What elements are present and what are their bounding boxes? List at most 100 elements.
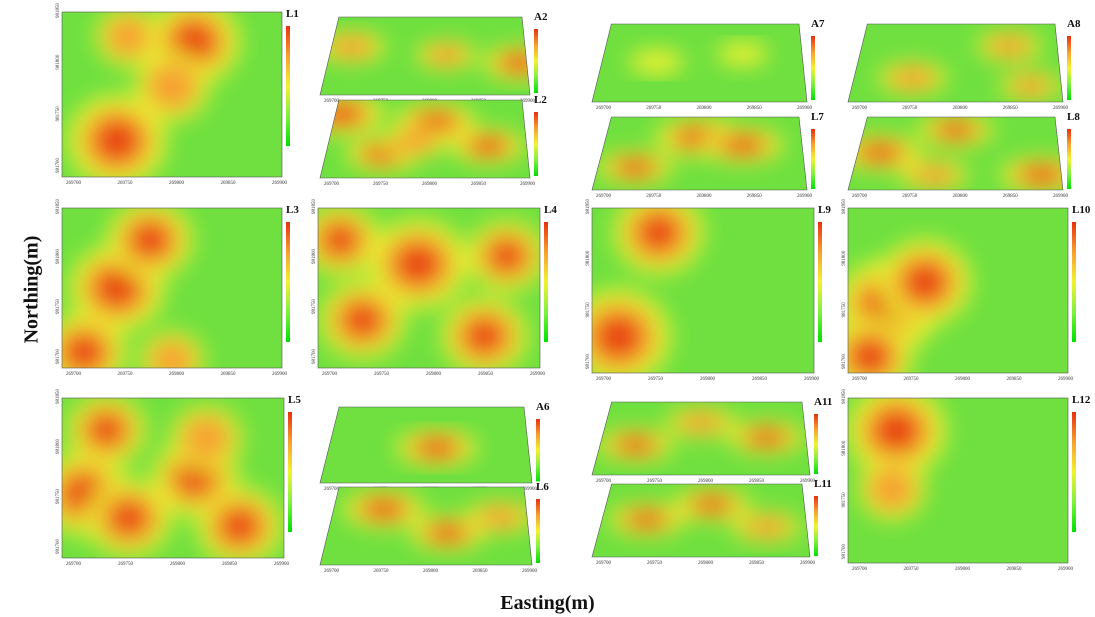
hotspot-l5-3 — [220, 508, 259, 544]
x-tick-label: 269750 — [373, 182, 389, 187]
x-tick-label: 269800 — [169, 372, 185, 377]
heatmap-panel-l8: 269700 269750 269800 269850 269900 L8 — [847, 111, 1091, 204]
x-tick-label: 269900 — [530, 372, 546, 377]
x-tick-label: 269700 — [596, 194, 612, 199]
hotspot-l8-3 — [909, 164, 959, 186]
x-tick-label: 269700 — [852, 194, 868, 199]
hotspot-l7-2 — [723, 136, 762, 154]
hotspot-l9-0 — [595, 315, 642, 359]
x-tick-label: 269700 — [322, 372, 338, 377]
x-tick-label: 269750 — [904, 567, 920, 572]
y-tick-label: 981850 — [586, 199, 591, 215]
hotspot-a8-0 — [888, 66, 937, 90]
panel-label: L9 — [818, 204, 831, 216]
x-tick-label: 269750 — [648, 377, 664, 382]
colorbar — [818, 222, 822, 342]
heatmap-panel-l7: 269700 269750 269800 269850 269900 L7 — [591, 111, 835, 204]
x-tick-label: 269900 — [520, 99, 536, 104]
x-tick-label: 269750 — [118, 372, 134, 377]
heatmap-panel-l12: 269700 269750 269800 269850 269900 981700 9817… — [842, 389, 1095, 577]
colorbar — [811, 36, 815, 100]
y-tick-label: 981700 — [842, 544, 847, 560]
heatmap-panel-a11: 269700 269750 269800 269850 269900 A11 — [591, 396, 838, 489]
heatmap-panel-l4: 269700 269750 269800 269850 269900 981700 9817… — [312, 199, 568, 382]
panel-label: L11 — [814, 478, 832, 490]
x-tick-label: 269900 — [797, 106, 813, 111]
x-tick-label: 269850 — [1003, 106, 1019, 111]
x-tick-label: 269700 — [852, 377, 868, 382]
x-tick-label: 269850 — [749, 479, 765, 484]
x-tick-label: 269750 — [118, 562, 134, 567]
hotspot-l5-4 — [88, 414, 124, 446]
y-tick-label: 981850 — [56, 389, 61, 405]
hotspot-a2-2 — [502, 55, 530, 71]
x-tick-label: 269800 — [423, 569, 439, 574]
x-tick-label: 269700 — [852, 567, 868, 572]
colorbar — [1067, 36, 1071, 100]
x-tick-label: 269900 — [800, 479, 816, 484]
panel-label: L2 — [534, 94, 547, 106]
hotspot-a11-0 — [618, 437, 653, 453]
panel-label: L3 — [286, 204, 299, 216]
heatmap-panel-l11: 269700 269750 269800 269850 269900 L11 — [591, 478, 838, 571]
hotspot-a2-0 — [327, 35, 376, 59]
hotspot-a7-1 — [716, 42, 769, 66]
panel-label: L4 — [544, 204, 557, 216]
hotspot-a6-0 — [418, 439, 455, 457]
heatmap-panel-a8: 269700 269750 269800 269850 269900 A8 — [847, 18, 1091, 116]
heatmap-panel-l6: 269700 269750 269800 269850 269900 L6 — [319, 481, 560, 579]
heatmap-l12: 269700 269750 269800 269850 269900 981700 9817… — [842, 389, 1076, 572]
y-tick-label: 981800 — [586, 250, 591, 265]
x-tick-label: 269850 — [1003, 194, 1019, 199]
colorbar — [288, 412, 292, 532]
colorbar — [814, 414, 818, 474]
hotspot-l3-3 — [149, 339, 195, 368]
x-tick-label: 269800 — [955, 567, 971, 572]
hotspot-a11-2 — [749, 430, 784, 445]
hotspot-l5-1 — [109, 500, 148, 536]
y-tick-label: 981700 — [56, 158, 61, 174]
hotspot-l1-2 — [146, 61, 198, 111]
hotspot-l4-1 — [343, 302, 382, 338]
x-tick-label: 269800 — [170, 562, 186, 567]
x-tick-label: 269800 — [953, 106, 969, 111]
hotspot-l1-3 — [105, 15, 151, 58]
heatmap-l9: 269700 269750 269800 269850 269900 981700 9817… — [586, 199, 822, 382]
x-tick-label: 269750 — [646, 194, 662, 199]
colorbar — [286, 222, 290, 342]
y-tick-label: 981750 — [56, 299, 61, 315]
x-tick-label: 269750 — [374, 372, 390, 377]
x-tick-label: 269900 — [1058, 567, 1074, 572]
hotspot-l2-3 — [471, 138, 505, 154]
x-tick-label: 269750 — [374, 569, 390, 574]
panel-label: L7 — [811, 111, 824, 123]
hotspot-l6-2 — [476, 505, 524, 529]
x-tick-label: 269800 — [422, 182, 438, 187]
hotspot-l8-0 — [861, 144, 899, 161]
heatmap-l1: 269700 269750 269800 269850 269900 981700 9817… — [56, 3, 290, 186]
heatmap-panel-l1: 269700 269750 269800 269850 269900 981700 9817… — [56, 3, 310, 191]
x-tick-label: 269700 — [852, 106, 868, 111]
heatmap-panel-a6: 269700269750269800269850269900A6 — [319, 401, 560, 497]
hotspot-a7-0 — [628, 49, 685, 75]
panel-label: L10 — [1072, 204, 1091, 216]
x-tick-label: 269700 — [66, 562, 82, 567]
heatmap-panel-l2: 269700 269750 269800 269850 269900 L2 — [319, 94, 558, 192]
x-tick-label: 269850 — [747, 194, 763, 199]
colorbar — [544, 222, 548, 342]
y-tick-label: 981800 — [312, 249, 317, 265]
x-tick-label: 269700 — [596, 106, 612, 111]
y-tick-label: 981800 — [56, 439, 61, 455]
x-tick-label: 269850 — [478, 372, 494, 377]
x-tick-label: 269900 — [272, 181, 288, 186]
y-tick-label: 981700 — [312, 349, 317, 365]
heatmap-panel-l9: 269700 269750 269800 269850 269900 981700 9817… — [586, 199, 842, 387]
hotspot-a8-1 — [986, 35, 1033, 57]
hotspot-l11-0 — [629, 512, 664, 527]
x-tick-label: 269850 — [749, 561, 765, 566]
hotspot-l3-0 — [95, 268, 139, 308]
x-tick-label: 269700 — [596, 561, 612, 566]
heatmap-l7: 269700 269750 269800 269850 269900 — [591, 116, 815, 199]
heatmap-l5: 269700 269750 269800 269850 269900 981700 9817… — [56, 389, 292, 567]
